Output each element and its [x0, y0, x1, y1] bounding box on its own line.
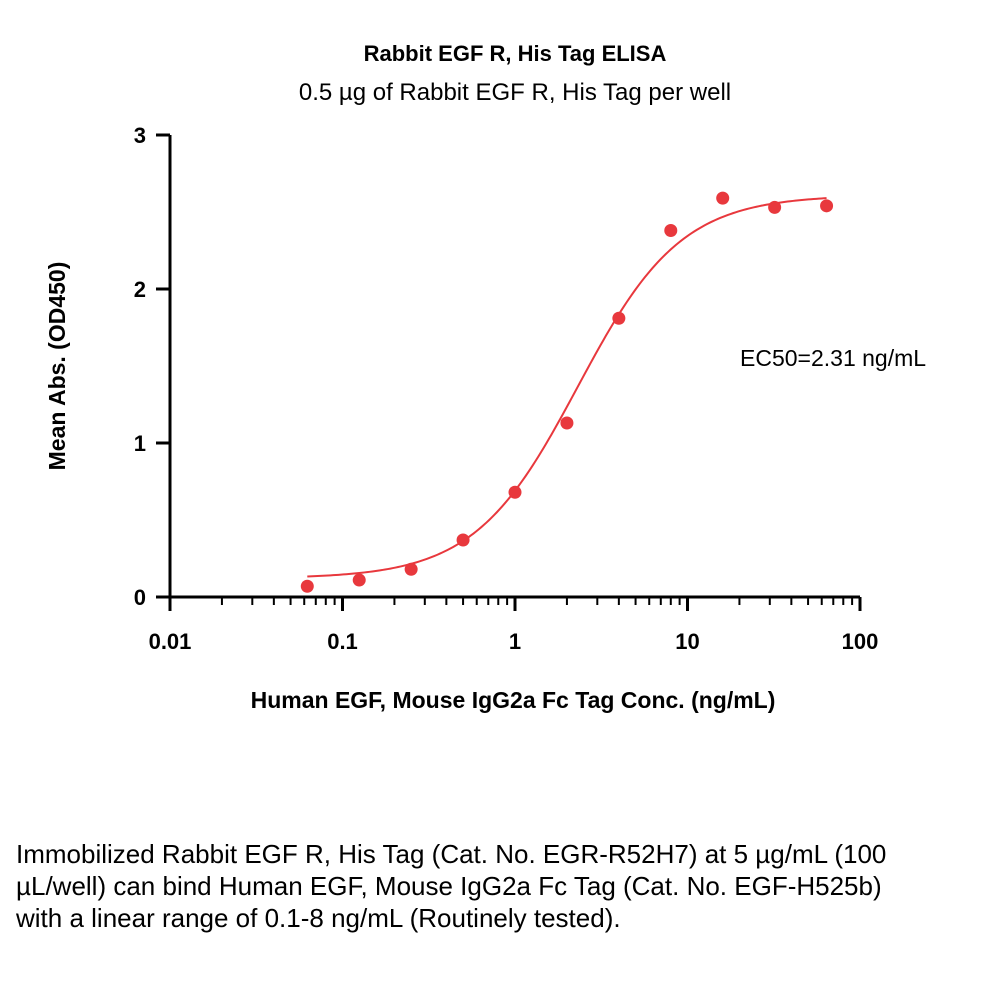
x-ticks: 0.01 0.1 1 10 100	[149, 597, 879, 654]
fit-curve	[307, 197, 827, 578]
ec50-annotation: EC50=2.31 ng/mL	[740, 345, 926, 371]
elisa-chart: Rabbit EGF R, His Tag ELISA 0.5 µg of Ra…	[44, 41, 926, 713]
y-tick-label: 2	[134, 277, 146, 302]
x-axis-label: Human EGF, Mouse IgG2a Fc Tag Conc. (ng/…	[251, 687, 776, 713]
y-ticks: 0 1 2 3	[134, 123, 170, 610]
data-point	[404, 562, 418, 576]
y-tick-label: 0	[134, 585, 146, 610]
y-tick-label: 3	[134, 123, 146, 148]
data-point	[820, 199, 834, 213]
data-point	[716, 191, 730, 205]
data-point	[508, 485, 522, 499]
x-tick-label: 0.01	[149, 629, 192, 654]
data-point	[768, 200, 782, 214]
data-point	[456, 533, 470, 547]
y-tick-label: 1	[134, 431, 146, 456]
x-tick-label: 10	[675, 629, 699, 654]
data-points	[300, 191, 834, 593]
x-tick-label: 100	[842, 629, 879, 654]
caption: Immobilized Rabbit EGF R, His Tag (Cat. …	[16, 839, 887, 933]
data-point	[612, 311, 626, 325]
x-tick-label: 1	[509, 629, 521, 654]
x-tick-label: 0.1	[327, 629, 358, 654]
data-point	[664, 223, 678, 237]
chart-subtitle: 0.5 µg of Rabbit EGF R, His Tag per well	[299, 79, 731, 106]
data-point	[560, 416, 574, 430]
chart-title: Rabbit EGF R, His Tag ELISA	[364, 41, 667, 66]
data-point	[352, 573, 366, 587]
y-axis-label: Mean Abs. (OD450)	[44, 262, 70, 471]
data-point	[300, 579, 314, 593]
